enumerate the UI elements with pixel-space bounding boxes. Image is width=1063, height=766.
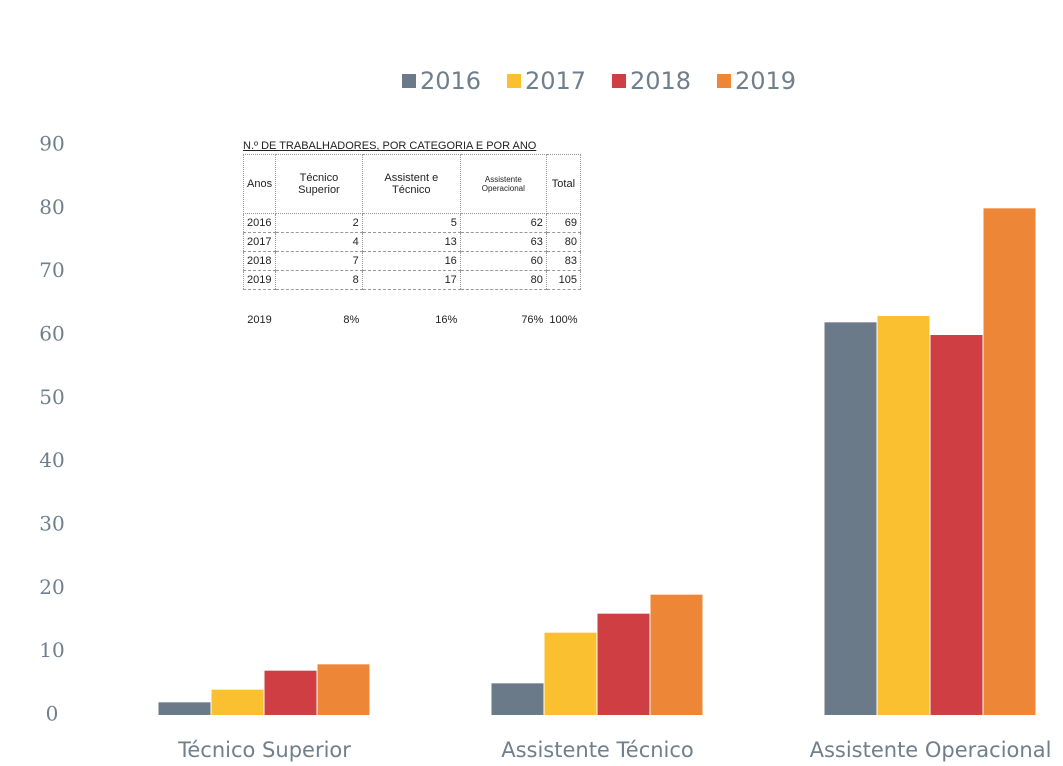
y-tick-label: 80 (39, 195, 64, 219)
y-tick-label: 40 (39, 448, 64, 472)
x-tick-label: Técnico Superior (177, 738, 351, 762)
table: Anos Técnico Superior Assistent e Técnico A… (242, 154, 582, 330)
summary-cell: 76% (521, 314, 544, 326)
table-row: 2018 7 16 60 83 (242, 251, 582, 271)
table-cell: 62 (460, 213, 547, 233)
legend-swatch (612, 74, 626, 88)
y-tick-label: 30 (39, 512, 64, 536)
table-cell: 105 (546, 270, 582, 290)
table-header: Assistente Operacional (459, 154, 547, 214)
y-tick-label: 20 (39, 575, 64, 599)
table-cell: 7 (275, 251, 363, 271)
table-cell: 13 (362, 232, 461, 252)
summary-cell: 100% (549, 314, 578, 326)
table-cell: 2 (275, 213, 363, 233)
table-header: Total (545, 154, 582, 214)
bar (211, 689, 264, 715)
y-tick-label: 60 (39, 322, 64, 346)
summary-cell: 2019 (247, 314, 272, 326)
y-tick-label: 0 (46, 702, 59, 726)
table-cell: 8 (275, 270, 363, 290)
summary-row: 2019 8% 16% 76% 100% (244, 290, 581, 330)
bar (491, 683, 544, 715)
table-row: 2017 4 13 63 80 (242, 232, 582, 252)
table-cell: 2018 (242, 251, 277, 271)
table-cell: 2017 (242, 232, 277, 252)
table-cell: 83 (546, 251, 582, 271)
table-header: Técnico Superior (275, 154, 363, 214)
table-cell: 16 (362, 251, 461, 271)
table-title: N.º DE TRABALHADORES, POR CATEGORIA E PO… (243, 140, 537, 152)
y-tick-label: 70 (39, 258, 64, 282)
legend-swatch (717, 74, 731, 88)
table-row: 2016 2 5 62 69 (242, 213, 582, 233)
bar (264, 670, 317, 715)
y-tick-label: 50 (39, 385, 64, 409)
bar (317, 664, 370, 715)
legend-label: 2019 (735, 67, 796, 95)
summary-cell: 16% (435, 314, 458, 326)
table-cell: 5 (362, 213, 461, 233)
bar (930, 335, 983, 715)
bar (544, 632, 597, 715)
legend-label: 2018 (630, 67, 691, 95)
bar (158, 702, 211, 715)
table-cell: 4 (275, 232, 363, 252)
table-cell: 60 (460, 251, 547, 271)
legend-swatch (402, 74, 416, 88)
table-header: Assistent e Técnico (361, 154, 461, 214)
bar (824, 322, 877, 715)
x-tick-label: Assistente Operacional (810, 738, 1052, 762)
table-row: 2019 8 17 80 105 (242, 270, 582, 290)
table-cell: 63 (460, 232, 547, 252)
legend-label: 2017 (525, 67, 586, 95)
bar (597, 613, 650, 715)
bar (983, 208, 1036, 716)
legend-swatch (507, 74, 521, 88)
table-cell: 69 (546, 213, 582, 233)
table-cell: 17 (362, 270, 461, 290)
y-tick-label: 90 (39, 132, 64, 156)
table-cell: 80 (546, 232, 582, 252)
y-tick-label: 10 (39, 638, 64, 662)
table-header: Anos (242, 154, 277, 214)
bar (877, 316, 930, 715)
table-cell: 80 (460, 270, 547, 290)
bar (650, 594, 703, 715)
table-cell: 2016 (242, 213, 277, 233)
legend-label: 2016 (420, 67, 481, 95)
table-cell: 2019 (242, 270, 277, 290)
summary-cell: 8% (343, 314, 360, 326)
header-row: Anos Técnico Superior Assistent e Técnico A… (242, 154, 582, 214)
data-table: N.º DE TRABALHADORES, POR CATEGORIA E PO… (242, 140, 583, 330)
x-tick-label: Assistente Técnico (501, 738, 694, 762)
